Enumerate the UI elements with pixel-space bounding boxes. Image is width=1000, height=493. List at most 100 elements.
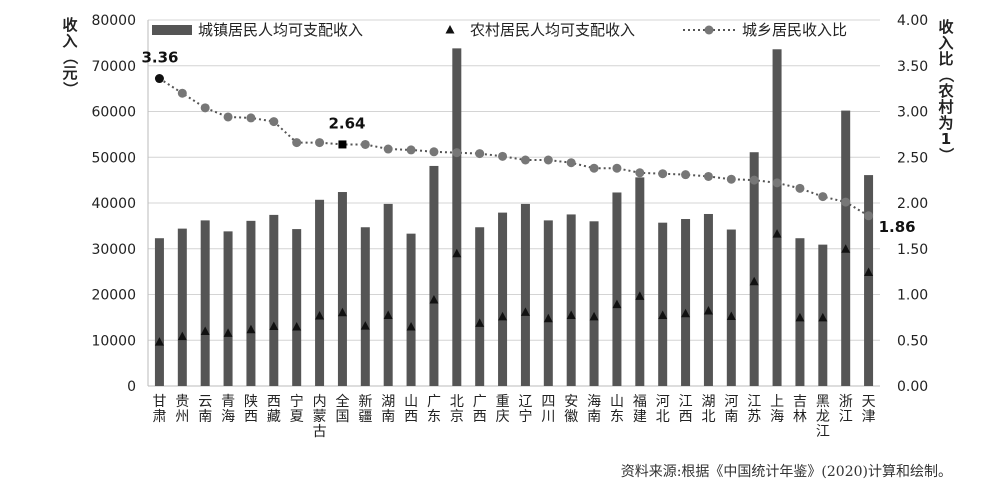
x-tick-char: 东 (427, 409, 441, 425)
bar (223, 231, 233, 386)
bar (200, 220, 210, 386)
y-tick-label: 20000 (91, 288, 136, 304)
x-tick-label: 内蒙古 (313, 394, 327, 440)
x-tick-char: 疆 (358, 409, 372, 425)
legend: 城镇居民人均可支配收入 农村居民人均可支配收入 城乡居民收入比 (152, 21, 847, 39)
y2-tick-label: 2.50 (897, 150, 928, 166)
x-tick-char: 广 (473, 394, 487, 410)
source-note: 资料来源:根据《中国统计年鉴》(2020)计算和绘制。 (620, 464, 952, 480)
x-tick-char: 京 (450, 409, 464, 425)
x-tick-label: 新疆 (358, 394, 372, 425)
y2-tick-label: 1.00 (897, 288, 928, 304)
x-tick-label: 云南 (198, 394, 212, 425)
bar (566, 214, 576, 386)
x-tick-label: 海南 (587, 394, 601, 425)
y-tick-label: 50000 (91, 150, 136, 166)
bar (864, 175, 874, 386)
x-tick-label: 湖北 (701, 394, 715, 425)
ratio-point (726, 174, 736, 184)
x-tick-char: 肃 (152, 409, 166, 425)
ratio-point (749, 175, 759, 185)
ratio-point (200, 103, 210, 113)
axis-title-char: 1 (941, 130, 951, 148)
x-tick-char: 海 (587, 394, 601, 410)
x-tick-label: 辽宁 (518, 394, 532, 425)
rural-marker (520, 307, 530, 316)
x-tick-char: 吉 (793, 394, 807, 410)
rural-marker (292, 321, 302, 331)
axis-title-char: 入 (62, 32, 77, 50)
x-tick-label: 西藏 (267, 394, 281, 425)
x-tick-label: 天津 (862, 394, 876, 425)
x-tick-char: 南 (724, 409, 738, 425)
x-tick-label: 广东 (427, 394, 441, 425)
bar (429, 165, 439, 386)
x-tick-char: 建 (633, 409, 647, 425)
y2-tick-label: 3.50 (897, 59, 928, 75)
bar (749, 152, 759, 386)
axis-title-char: （ (61, 49, 79, 64)
x-tick-char: 新 (358, 394, 372, 410)
ratio-point (498, 151, 508, 161)
ratio-point-series (154, 74, 874, 221)
x-tick-char: 南 (587, 409, 601, 425)
axis-title-char: 收 (62, 16, 77, 34)
bar (360, 227, 370, 386)
x-tick-char: 龙 (816, 409, 830, 425)
bar (452, 48, 462, 387)
x-tick-char: 川 (541, 409, 555, 425)
ratio-point (177, 88, 187, 98)
bar (543, 220, 553, 386)
ratio-point (681, 170, 691, 180)
x-tick-char: 河 (724, 394, 738, 410)
rural-marker-series (154, 229, 874, 346)
x-tick-char: 西 (244, 409, 258, 425)
x-tick-char: 徽 (564, 409, 578, 425)
bar (337, 192, 347, 386)
ratio-point (452, 148, 462, 158)
rural-marker (703, 305, 713, 315)
y-axis-right-ticks: 0.00 0.50 1.00 1.50 2.00 2.50 3.00 3.50 4.00 (897, 13, 928, 395)
x-tick-label: 河北 (656, 394, 670, 425)
ratio-point (589, 163, 599, 173)
x-tick-char: 宁 (518, 408, 532, 425)
data-label: 2.64 (328, 114, 365, 132)
legend-swatch-dot (704, 25, 714, 35)
data-label: 1.86 (879, 218, 916, 236)
rural-marker (200, 326, 210, 336)
axis-title-char: 收 (938, 18, 953, 36)
x-tick-char: 西 (679, 409, 693, 425)
x-tick-char: 西 (267, 394, 281, 410)
x-tick-char: 湖 (381, 394, 395, 410)
y-tick-label: 10000 (91, 333, 136, 349)
bar (589, 221, 599, 386)
x-tick-label: 安徽 (564, 394, 578, 425)
x-tick-char: 南 (381, 409, 395, 425)
x-tick-char: 甘 (152, 394, 166, 410)
x-tick-label: 江苏 (747, 394, 761, 425)
x-tick-char: 江 (816, 424, 830, 440)
x-tick-char: 藏 (267, 409, 281, 425)
y-tick-label: 70000 (91, 59, 136, 75)
rural-marker (406, 321, 416, 331)
x-tick-char: 黑 (816, 394, 830, 410)
rural-marker (452, 248, 462, 258)
rural-marker (543, 313, 553, 323)
rural-marker (337, 307, 347, 317)
x-tick-label: 山东 (610, 394, 624, 425)
rural-marker (589, 311, 599, 321)
ratio-point (566, 158, 576, 168)
x-tick-char: 江 (839, 409, 853, 425)
ratio-point (315, 138, 325, 148)
bar (772, 49, 782, 386)
ratio-point (612, 163, 622, 173)
x-tick-char: 北 (656, 409, 670, 425)
ratio-point (154, 74, 164, 84)
y-axis-title: 收入（元） (61, 16, 79, 97)
rural-marker (429, 294, 439, 304)
x-tick-char: 国 (335, 409, 349, 425)
rural-marker (315, 311, 325, 320)
x-tick-char: 四 (541, 394, 555, 410)
x-tick-char: 海 (770, 409, 784, 425)
ratio-point (360, 139, 370, 149)
